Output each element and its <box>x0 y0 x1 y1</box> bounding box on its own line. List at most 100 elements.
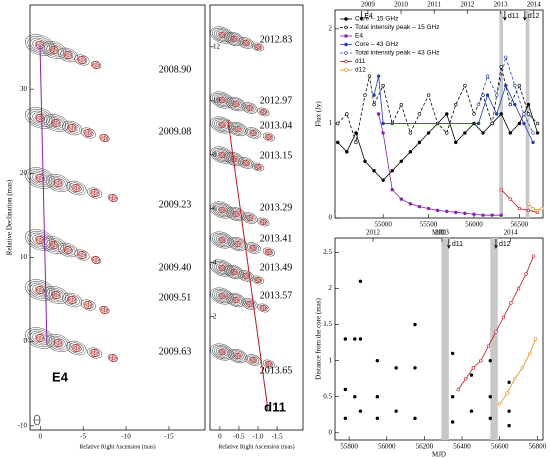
data-point <box>481 131 485 135</box>
data-point <box>394 409 398 413</box>
contour <box>261 306 266 310</box>
data-point <box>486 344 491 348</box>
data-point <box>513 83 517 88</box>
contour <box>243 213 256 223</box>
epoch-label: 2008.90 <box>159 64 192 75</box>
y-tick-label: 2 <box>329 25 333 33</box>
model-cross <box>90 349 99 357</box>
contour <box>74 249 90 261</box>
data-point <box>479 358 483 363</box>
contour <box>90 256 102 264</box>
contour <box>212 202 232 218</box>
legend-marker <box>344 17 348 21</box>
data-point <box>426 206 431 211</box>
model-cross <box>243 160 249 166</box>
y-tick-label: 10 <box>213 96 221 104</box>
model-cross <box>246 215 253 221</box>
contour <box>210 231 234 249</box>
contour <box>66 180 87 196</box>
contour <box>29 232 51 248</box>
epoch-label: 2012.97 <box>260 95 293 106</box>
contour <box>257 217 270 227</box>
annotation-label: E4 <box>364 13 373 20</box>
model-cross <box>219 207 225 213</box>
contour <box>226 33 242 45</box>
contour <box>245 105 254 111</box>
contour <box>243 41 249 45</box>
data-point <box>381 83 385 88</box>
annotation-arrow <box>494 239 498 249</box>
contour <box>48 175 69 191</box>
contour <box>62 51 74 59</box>
model-cross <box>219 349 225 355</box>
contour <box>227 294 244 306</box>
model-cross <box>219 32 225 38</box>
contour <box>210 116 234 134</box>
contour <box>266 250 271 254</box>
contour <box>214 204 230 216</box>
data-point <box>413 416 417 421</box>
x-axis-label: MJD <box>432 229 446 237</box>
contour <box>226 206 246 222</box>
data-point <box>494 330 498 334</box>
epoch-label: 2009.40 <box>159 262 192 273</box>
x2-tick-label: 2010 <box>394 1 409 9</box>
data-point <box>499 112 503 116</box>
x2-tick-label: 2012 <box>366 229 381 237</box>
model-cross <box>232 297 239 303</box>
contour <box>48 46 60 54</box>
plot-frame <box>334 237 544 441</box>
contour <box>64 294 80 306</box>
x-tick-label: 56600 <box>491 443 509 451</box>
epoch-label: 2013.65 <box>260 365 293 376</box>
model-cross <box>250 245 257 251</box>
contour <box>65 248 71 252</box>
contour <box>255 165 261 169</box>
data-point <box>417 204 422 209</box>
contour <box>60 244 76 256</box>
data-point <box>485 74 490 78</box>
contour <box>71 184 82 192</box>
contour <box>107 354 118 362</box>
contour <box>43 114 69 132</box>
contour <box>37 176 43 180</box>
data-point <box>345 150 349 154</box>
contour <box>252 42 264 52</box>
contour <box>76 251 88 259</box>
plot-frame <box>334 9 544 219</box>
data-point <box>499 213 503 217</box>
y-tick-label: 2.5 <box>323 248 332 256</box>
contour <box>259 305 268 311</box>
model-cross <box>219 265 225 271</box>
contour <box>34 174 46 182</box>
contour <box>101 136 108 140</box>
y-tick-label: 2 <box>213 312 217 320</box>
epoch-label: 2013.15 <box>260 150 293 161</box>
data-point <box>372 93 376 97</box>
contour <box>80 299 96 311</box>
shaded-band <box>441 238 449 440</box>
data-point <box>494 112 499 116</box>
data-point <box>507 380 511 384</box>
contour <box>227 236 248 252</box>
x-tick-label: -1.0 <box>252 433 264 441</box>
contour <box>243 103 256 113</box>
data-point <box>456 387 460 392</box>
contour <box>219 238 225 242</box>
x-tick-label: 56000 <box>465 221 483 229</box>
x2-tick-label: 2009 <box>361 1 376 9</box>
data-point <box>417 112 422 116</box>
contour <box>212 288 232 304</box>
contour <box>53 293 59 297</box>
contour <box>37 288 43 292</box>
contour <box>214 29 230 41</box>
model-cross <box>234 241 241 247</box>
data-point <box>367 74 372 78</box>
contour <box>74 54 90 66</box>
contour <box>229 123 246 135</box>
contour <box>247 216 252 220</box>
contour <box>233 241 242 247</box>
contour <box>50 337 66 349</box>
contour <box>240 38 252 48</box>
contour <box>241 40 251 46</box>
